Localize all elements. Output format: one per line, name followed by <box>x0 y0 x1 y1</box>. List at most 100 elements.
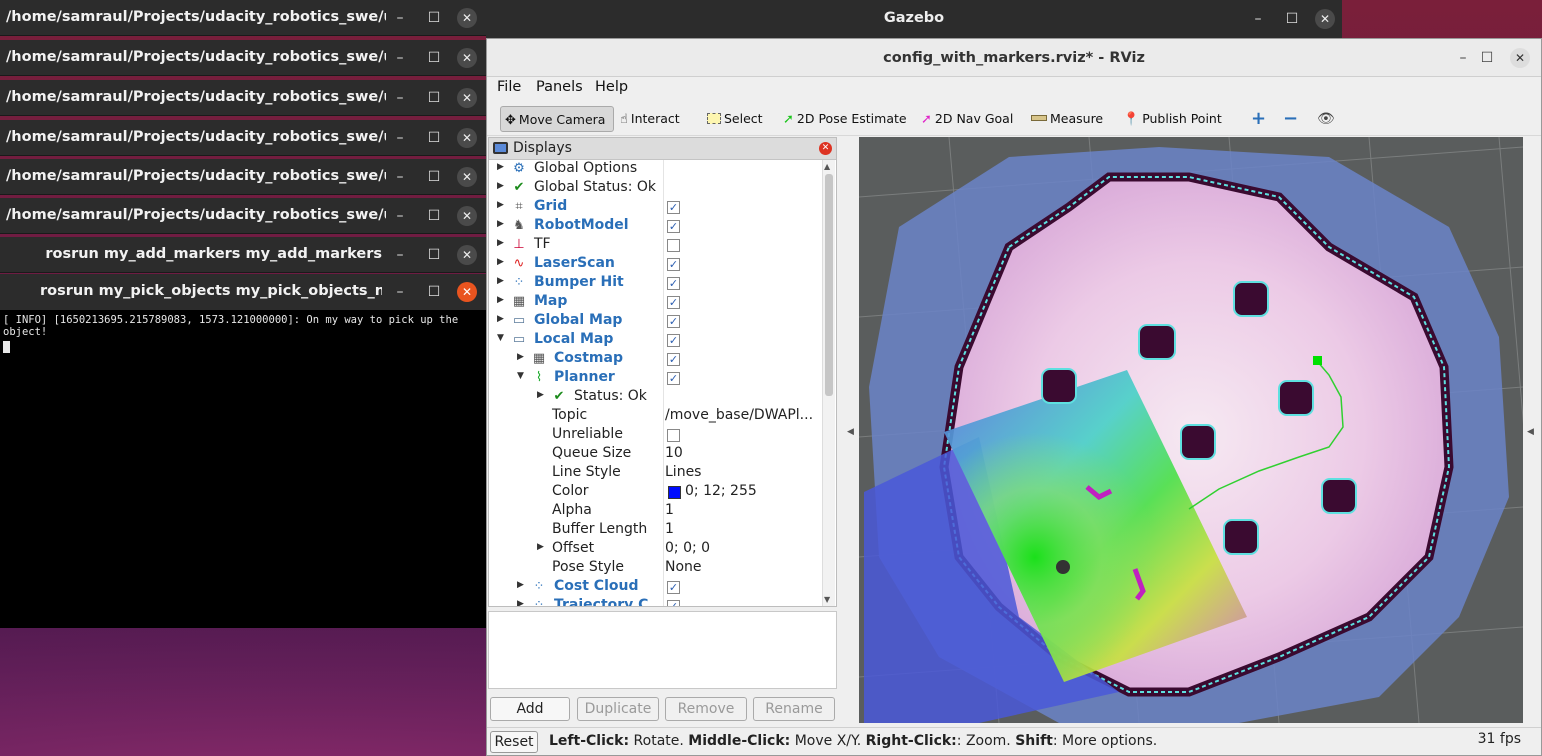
expand-arrow-icon[interactable]: ▶ <box>497 295 504 305</box>
property-value[interactable]: 1 <box>665 502 674 518</box>
tree-item-cost-cloud[interactable]: ▶ ⁘ Cost Cloud ✓ <box>489 578 822 597</box>
close-icon[interactable]: ✕ <box>457 206 477 226</box>
expand-arrow-icon[interactable]: ▶ <box>497 181 504 191</box>
remove-button[interactable]: Remove <box>665 697 747 721</box>
add-button[interactable]: Add <box>490 697 570 721</box>
expand-arrow-icon[interactable]: ▶ <box>497 257 504 267</box>
property-value[interactable]: None <box>665 559 702 575</box>
menu-file[interactable]: File <box>497 79 522 95</box>
minimize-icon[interactable]: – <box>396 10 404 26</box>
displays-tree[interactable]: ▶ ⚙ Global Options ▶ ✔ Global Status: Ok… <box>489 160 822 606</box>
displays-scrollbar[interactable]: ▲ ▼ <box>822 160 835 606</box>
terminal-output[interactable]: [ INFO] [1650213695.215789083, 1573.1210… <box>0 310 486 628</box>
add-tool-icon[interactable]: + <box>1251 108 1267 129</box>
maximize-icon[interactable]: ☐ <box>427 247 441 263</box>
property-value[interactable]: 1 <box>665 521 674 537</box>
expand-arrow-icon[interactable]: ▶ <box>497 200 504 210</box>
gazebo-window[interactable]: Gazebo – ☐ ✕ <box>486 0 1342 38</box>
property-value[interactable]: 10 <box>665 445 683 461</box>
remove-tool-icon[interactable]: − <box>1283 108 1299 129</box>
maximize-icon[interactable]: ☐ <box>427 169 441 185</box>
enable-checkbox[interactable]: ✓ <box>667 277 680 290</box>
terminal-window-2[interactable]: /home/samraul/Projects/udacity_robotics_… <box>0 40 486 76</box>
minimize-icon[interactable]: – <box>396 130 404 146</box>
expand-arrow-icon[interactable]: ▶ <box>497 162 504 172</box>
tree-item-global-options[interactable]: ▶ ⚙ Global Options <box>489 160 822 179</box>
enable-checkbox[interactable]: ✓ <box>667 372 680 385</box>
expand-arrow-icon[interactable]: ▶ <box>517 599 524 606</box>
expand-arrow-icon[interactable]: ▶ <box>517 352 524 362</box>
duplicate-button[interactable]: Duplicate <box>577 697 659 721</box>
property-buffer-length[interactable]: Buffer Length 1 <box>489 521 822 540</box>
tree-item-trajectory-cloud[interactable]: ▶ ⁘ Trajectory C... ✓ <box>489 597 822 606</box>
expand-arrow-icon[interactable]: ▶ <box>537 390 544 400</box>
collapse-arrow-icon[interactable]: ▼ <box>517 371 524 381</box>
close-icon[interactable]: ✕ <box>1315 9 1335 29</box>
enable-checkbox[interactable]: ✓ <box>667 334 680 347</box>
terminal-window-4[interactable]: /home/samraul/Projects/udacity_robotics_… <box>0 120 486 156</box>
terminal-window-8[interactable]: rosrun my_pick_objects my_pick_objects_n… <box>0 274 486 310</box>
rename-button[interactable]: Rename <box>753 697 835 721</box>
close-icon[interactable]: ✕ <box>457 88 477 108</box>
collapse-left-icon[interactable]: ◀ <box>847 427 854 437</box>
enable-checkbox[interactable]: ✓ <box>667 353 680 366</box>
enable-checkbox[interactable]: ✓ <box>667 258 680 271</box>
tree-item-bumper-hit[interactable]: ▶ ⁘ Bumper Hit ✓ <box>489 274 822 293</box>
tree-item-planner[interactable]: ▼ ⌇ Planner ✓ <box>489 369 822 388</box>
maximize-icon[interactable]: ☐ <box>427 50 441 66</box>
property-pose-style[interactable]: Pose Style None <box>489 559 822 578</box>
enable-checkbox[interactable]: ✓ <box>667 296 680 309</box>
tree-item-grid[interactable]: ▶ ⌗ Grid ✓ <box>489 198 822 217</box>
maximize-icon[interactable]: ☐ <box>427 208 441 224</box>
minimize-icon[interactable]: – <box>1459 50 1467 66</box>
enable-checkbox[interactable]: ✓ <box>667 600 680 606</box>
enable-checkbox[interactable]: ✓ <box>667 581 680 594</box>
enable-checkbox[interactable]: ✓ <box>667 201 680 214</box>
minimize-icon[interactable]: – <box>396 284 404 300</box>
property-line-style[interactable]: Line Style Lines <box>489 464 822 483</box>
tree-item-robotmodel[interactable]: ▶ ♞ RobotModel ✓ <box>489 217 822 236</box>
enable-checkbox[interactable]: ✓ <box>667 220 680 233</box>
enable-checkbox[interactable]: ✓ <box>667 315 680 328</box>
collapse-right-icon[interactable]: ◀ <box>1527 427 1534 437</box>
property-value[interactable]: 0; 0; 0 <box>665 540 711 556</box>
minimize-icon[interactable]: – <box>396 169 404 185</box>
eye-icon[interactable]: 👁 <box>1317 111 1335 127</box>
property-topic[interactable]: Topic /move_base/DWAPl... <box>489 407 822 426</box>
expand-arrow-icon[interactable]: ▶ <box>517 580 524 590</box>
maximize-icon[interactable]: ☐ <box>1285 11 1299 27</box>
scroll-up-icon[interactable]: ▲ <box>824 162 831 171</box>
property-queue-size[interactable]: Queue Size 10 <box>489 445 822 464</box>
expand-arrow-icon[interactable]: ▶ <box>537 542 544 552</box>
terminal-window-5[interactable]: /home/samraul/Projects/udacity_robotics_… <box>0 159 486 195</box>
property-unreliable[interactable]: Unreliable <box>489 426 822 445</box>
pose-estimate-tool[interactable]: ➚ 2D Pose Estimate <box>783 106 907 132</box>
maximize-icon[interactable]: ☐ <box>427 130 441 146</box>
minimize-icon[interactable]: – <box>396 50 404 66</box>
close-icon[interactable]: ✕ <box>457 282 477 302</box>
tree-item-tf[interactable]: ▶ ⊥ TF <box>489 236 822 255</box>
property-value[interactable]: 0; 12; 255 <box>685 483 757 499</box>
terminal-window-6[interactable]: /home/samraul/Projects/udacity_robotics_… <box>0 198 486 234</box>
minimize-icon[interactable]: – <box>1254 11 1262 27</box>
minimize-icon[interactable]: – <box>396 90 404 106</box>
property-color[interactable]: Color 0; 12; 255 <box>489 483 822 502</box>
unreliable-checkbox[interactable] <box>667 429 680 442</box>
publish-point-tool[interactable]: 📍 Publish Point <box>1123 106 1222 132</box>
expand-arrow-icon[interactable]: ▶ <box>497 314 504 324</box>
close-icon[interactable]: ✕ <box>1510 48 1530 68</box>
maximize-icon[interactable]: ☐ <box>427 10 441 26</box>
maximize-icon[interactable]: ☐ <box>1480 50 1494 66</box>
enable-checkbox[interactable] <box>667 239 680 252</box>
maximize-icon[interactable]: ☐ <box>427 284 441 300</box>
property-value[interactable]: Lines <box>665 464 702 480</box>
terminal-window-1[interactable]: /home/samraul/Projects/udacity_robotics_… <box>0 0 486 36</box>
color-swatch[interactable] <box>668 486 681 499</box>
move-camera-tool[interactable]: ✥ Move Camera <box>500 106 615 132</box>
close-icon[interactable]: ✕ <box>457 128 477 148</box>
tree-item-costmap[interactable]: ▶ ▦ Costmap ✓ <box>489 350 822 369</box>
rviz-titlebar[interactable]: config_with_markers.rviz* - RViz – ☐ ✕ <box>487 39 1541 77</box>
3d-viewport[interactable] <box>859 137 1523 723</box>
tree-item-global-status[interactable]: ▶ ✔ Global Status: Ok <box>489 179 822 198</box>
maximize-icon[interactable]: ☐ <box>427 90 441 106</box>
